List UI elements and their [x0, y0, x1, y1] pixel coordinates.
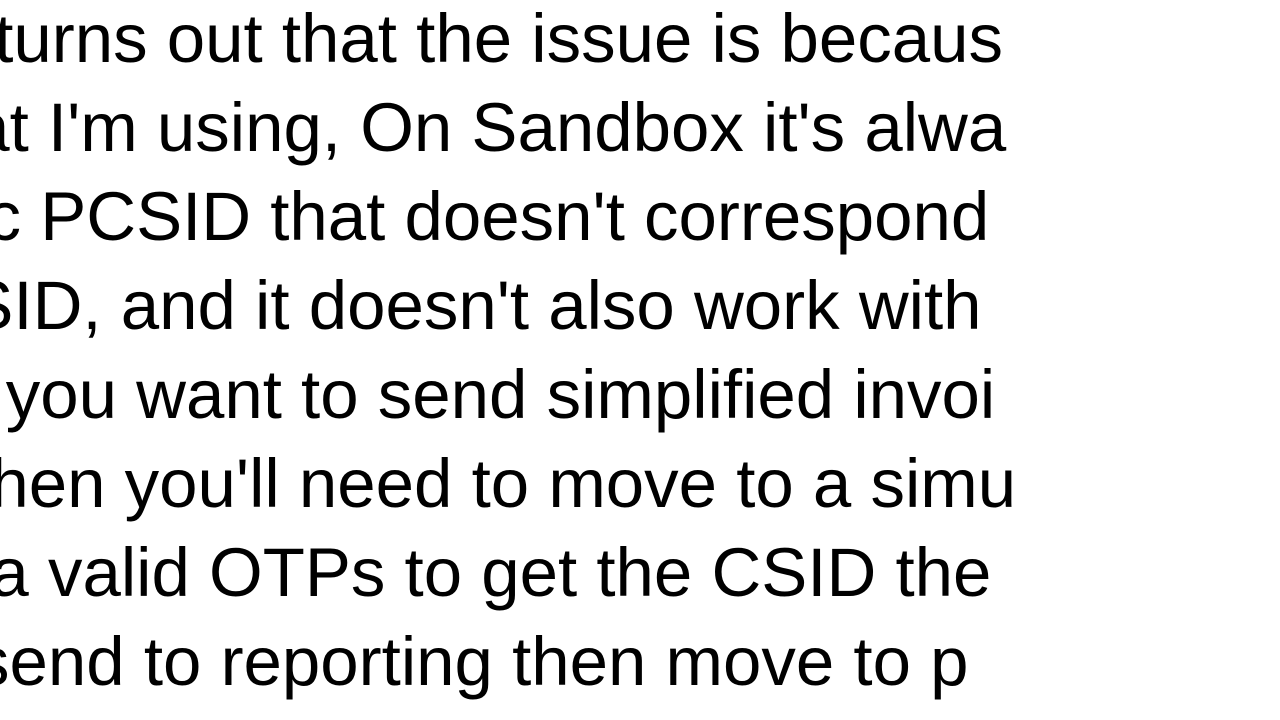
- cropped-text-block: 1: It turns out that the issue is becaus…: [0, 0, 1016, 706]
- text-line-4: d CSID, and it doesn't also work with: [0, 261, 1016, 350]
- text-line-1: 1: It turns out that the issue is becaus: [0, 0, 1016, 83]
- text-line-3: static PCSID that doesn't correspond: [0, 172, 1016, 261]
- text-line-5: es if you want to send simplified invoi: [0, 350, 1016, 439]
- text-line-6: ce, then you'll need to move to a simu: [0, 439, 1016, 528]
- text-line-2: v that I'm using, On Sandbox it's alwa: [0, 83, 1016, 172]
- text-line-8: t to send to reporting then move to p: [0, 617, 1016, 706]
- text-line-7: use a valid OTPs to get the CSID the: [0, 528, 1016, 617]
